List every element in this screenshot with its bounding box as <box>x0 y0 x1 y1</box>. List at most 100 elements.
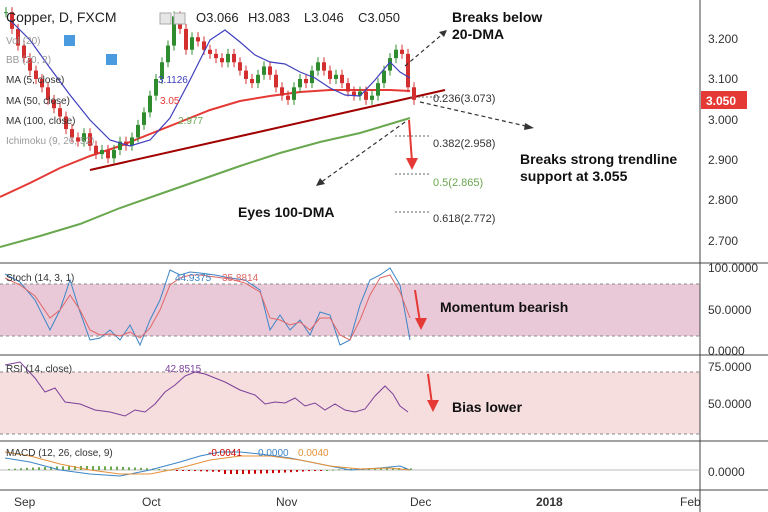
macd-hist-bar <box>314 470 316 471</box>
x-tick-oct: Oct <box>142 495 161 509</box>
candle-body <box>202 41 206 50</box>
candle-body <box>400 49 404 54</box>
candle-body <box>358 91 362 96</box>
macd-hist-bar <box>338 469 340 471</box>
bb-label[interactable]: BB (20, 2) <box>6 55 51 66</box>
candle-body <box>334 74 338 79</box>
candle-body <box>346 83 350 92</box>
price-tick: 3.000 <box>708 113 738 127</box>
ichimoku-label[interactable]: Ichimoku (9, 26, 52) <box>6 136 94 147</box>
macd-hist-bar <box>74 466 76 470</box>
price-tick: 2.700 <box>708 234 738 248</box>
stoch-k-line <box>4 267 411 347</box>
candle-body <box>94 145 98 155</box>
bb-eye-icon[interactable] <box>106 54 117 65</box>
candle-body <box>316 62 320 71</box>
macd-hist-bar <box>308 470 310 472</box>
arrow-breaks-below <box>404 31 446 67</box>
candle-body <box>34 70 38 79</box>
ma100-label[interactable]: MA (100, close) <box>6 116 75 127</box>
macd-hist-bar <box>86 466 88 470</box>
ma100-value: 2.977 <box>178 116 203 127</box>
arrow-trendline <box>419 101 531 128</box>
red-arrow-price-head <box>406 158 418 170</box>
macd-hist-bar <box>62 466 64 470</box>
macd-hist-bar <box>134 467 136 470</box>
rsi-value: 42.8515 <box>165 364 202 375</box>
x-tick-feb: Feb <box>680 495 701 509</box>
candle-body <box>88 133 92 146</box>
candle-body <box>292 87 296 100</box>
macd-label[interactable]: MACD (12, 26, close, 9) <box>6 448 113 459</box>
candle-body <box>304 78 308 84</box>
macd-hist-bar <box>128 467 130 470</box>
arrow-eyes-100dma <box>319 121 406 184</box>
vol-eye-icon[interactable] <box>64 35 75 46</box>
candle-body <box>46 87 50 100</box>
fib-05-label: 0.5(2.865) <box>433 177 483 189</box>
fib-0382-label: 0.382(2.958) <box>433 138 495 150</box>
rsi-label[interactable]: RSI (14, close) <box>6 364 72 375</box>
candle-body <box>250 78 254 84</box>
macd-signal-line <box>4 451 411 475</box>
macd-hist-bar <box>242 470 244 474</box>
red-arrow-price <box>408 119 413 163</box>
macd-hist-bar <box>266 470 268 474</box>
stoch-tick: 50.0000 <box>708 303 752 317</box>
candle-body <box>4 12 8 14</box>
macd-hist-bar <box>296 470 298 472</box>
stoch-tick: 100.0000 <box>708 261 758 275</box>
candle-body <box>166 45 170 63</box>
fib-0618-label: 0.618(2.772) <box>433 213 495 225</box>
x-tick-sep: Sep <box>14 495 36 509</box>
header-toolbar-icons[interactable] <box>159 12 186 25</box>
candle-body <box>130 137 134 146</box>
ma50-value: 3.05 <box>160 96 180 107</box>
candle-body <box>280 87 284 96</box>
candle-body <box>160 62 164 79</box>
macd-hist-bar <box>164 469 166 471</box>
ma50-label[interactable]: MA (50, close) <box>6 96 70 107</box>
stoch-d-value: 35.8814 <box>222 273 259 284</box>
arrow-head-breaks-below <box>439 30 447 37</box>
candle-body <box>76 137 80 142</box>
candle-body <box>190 37 194 50</box>
candle-body <box>274 74 278 88</box>
candle-body <box>16 28 20 46</box>
candle-body <box>70 129 74 138</box>
candle-body <box>118 141 122 150</box>
macd-hist-bar <box>32 467 34 470</box>
annotation-trendline-1: Breaks strong trendline <box>520 151 677 167</box>
macd-hist-bar <box>116 466 118 470</box>
candle-body <box>208 49 212 54</box>
macd-hist-bar <box>278 470 280 473</box>
macd-hist-bar <box>140 467 142 470</box>
macd-hist-bar <box>92 466 94 470</box>
candle-body <box>106 149 110 159</box>
macd-hist-bar <box>218 470 220 472</box>
ma5-value: 3.1126 <box>158 75 188 86</box>
stoch-label[interactable]: Stoch (14, 3, 1) <box>6 273 74 284</box>
macd-hist-bar <box>8 469 10 470</box>
rsi-band <box>0 372 700 434</box>
ma-100-line <box>0 117 411 248</box>
price-tick: 3.200 <box>708 32 738 46</box>
rsi-tick: 50.0000 <box>708 397 752 411</box>
macd-hist-bar <box>302 470 304 472</box>
stoch-k-value: 44.9375 <box>175 273 212 284</box>
candle-body <box>244 70 248 79</box>
eye-icon[interactable] <box>159 12 172 25</box>
settings-icon[interactable] <box>173 12 186 25</box>
candle-body <box>232 53 236 63</box>
candle-body <box>40 78 44 88</box>
candle-body <box>172 16 176 46</box>
candle-body <box>256 74 260 84</box>
ma-5-line <box>9 19 411 147</box>
candle-body <box>268 66 272 75</box>
candles <box>4 7 416 164</box>
ma5-label[interactable]: MA (5, close) <box>6 75 64 86</box>
red-arrow-rsi <box>427 373 433 405</box>
macd-hist-bar <box>272 470 274 474</box>
vol-label[interactable]: Vol (20) <box>6 36 40 47</box>
